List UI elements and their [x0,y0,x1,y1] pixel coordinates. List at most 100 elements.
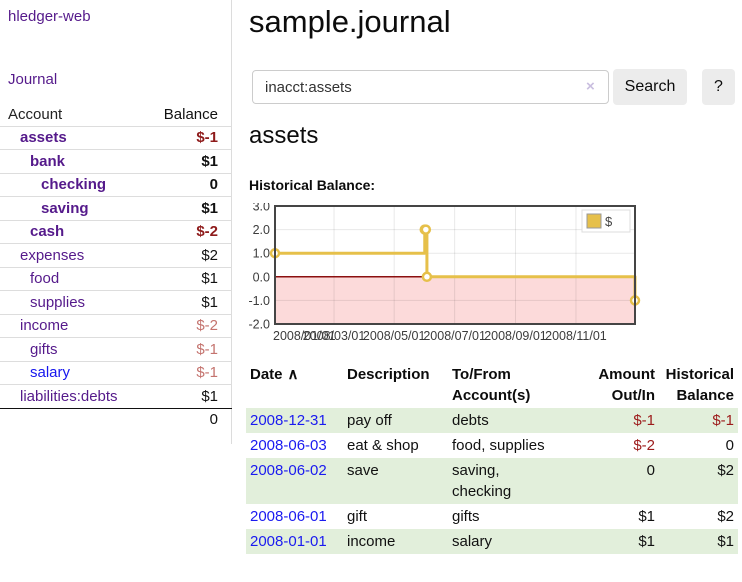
transaction-date-link[interactable]: 2008-12-31 [250,412,327,429]
register-table: Date ∧ Description To/From Account(s) Amo… [246,362,738,554]
account-balance: $2 [201,246,218,264]
transaction-accounts: saving, checking [452,462,512,500]
transaction-date-link[interactable]: 2008-06-01 [250,508,327,525]
account-link-checking[interactable]: checking [41,176,107,194]
transaction-row: 2008-06-01 gift gifts $1 $2 [246,504,738,529]
transaction-description: eat & shop [347,437,419,454]
svg-text:2008/07/01: 2008/07/01 [423,329,486,343]
transaction-description: income [347,533,396,550]
account-link-saving[interactable]: saving [41,199,89,217]
transaction-balance: $1 [717,533,734,550]
svg-text:2008/11/01: 2008/11/01 [545,329,607,343]
search-button[interactable]: Search [613,69,687,105]
transaction-row: 2008-12-31 pay off debts $-1 $-1 [246,408,738,433]
accounts-total-value: 0 [209,411,218,429]
account-balance: $1 [201,293,218,311]
register-header-row: Date ∧ Description To/From Account(s) Amo… [246,362,738,408]
account-link-gifts[interactable]: gifts [30,340,58,358]
sidebar: hledger-web Journal Account Balance asse… [0,0,232,444]
transaction-balance: $2 [717,508,734,525]
transaction-date-link[interactable]: 2008-06-02 [250,462,327,479]
transaction-amount: $1 [638,533,655,550]
account-balance: 0 [209,176,218,194]
svg-text:2008/01/01: 2008/01/01 [273,329,336,343]
account-balance: $-2 [196,317,218,335]
account-row-cash: cash $-2 [0,221,232,244]
account-link-salary[interactable]: salary [30,364,71,382]
account-link-assets[interactable]: assets [20,129,67,147]
transaction-balance: $-1 [712,412,734,429]
sort-ascending-icon: ∧ [287,366,299,383]
account-row-bank: bank $1 [0,150,232,174]
account-link-food[interactable]: food [30,270,60,288]
accounts-balance-table: Account Balance assets $-1 bank $1 checkin… [0,103,232,431]
transaction-amount: $1 [638,508,655,525]
svg-text:3.0: 3.0 [253,203,270,214]
account-balance: $1 [201,199,218,217]
transaction-description: gift [347,508,368,525]
search-form: × Search ? [252,69,736,105]
account-row-supplies: supplies $1 [0,291,232,315]
account-row-assets: assets $-1 [0,127,232,150]
transaction-accounts: salary [452,533,493,550]
transaction-date-link[interactable]: 2008-06-03 [250,437,327,454]
svg-text:0.0: 0.0 [253,270,270,284]
account-page-heading: assets [249,122,319,149]
account-balance: $1 [201,270,218,288]
accounts-total-row: 0 [0,407,232,432]
account-row-gifts: gifts $-1 [0,338,232,362]
transaction-amount: $-1 [633,412,655,429]
account-row-income: income $-2 [0,315,232,338]
svg-text:2008/09/01: 2008/09/01 [484,329,547,343]
sidebar-item-journal[interactable]: Journal [8,71,58,88]
account-balance: $-2 [196,223,218,241]
transaction-accounts: food, supplies [452,437,545,454]
account-balance: $1 [201,388,218,406]
svg-text:1.0: 1.0 [253,247,270,261]
account-link-cash[interactable]: cash [30,223,65,241]
chart-title: Historical Balance: [249,177,376,193]
account-link-expenses[interactable]: expenses [20,246,85,264]
description-column-header: Description [347,366,430,383]
svg-text:2008/05/01: 2008/05/01 [363,329,426,343]
transaction-balance: $2 [717,462,734,479]
transaction-description: pay off [347,412,392,429]
page-title: sample.journal [249,4,451,39]
help-button[interactable]: ? [702,69,735,105]
account-row-expenses: expenses $2 [0,244,232,268]
svg-text:-1.0: -1.0 [248,294,270,308]
legend-label: $ [605,214,613,229]
amount-column-header: Amount Out/In [598,366,655,404]
date-column-header[interactable]: Date ∧ [250,366,299,383]
app-brand-link[interactable]: hledger-web [8,8,91,25]
account-row-food: food $1 [0,268,232,291]
search-input[interactable] [252,70,609,104]
balance-column-header: Historical Balance [665,366,734,404]
account-link-bank[interactable]: bank [30,152,66,170]
transaction-balance: 0 [725,437,734,454]
account-link-income[interactable]: income [20,317,69,335]
transaction-description: save [347,462,379,479]
account-link-supplies[interactable]: supplies [30,293,86,311]
account-balance: $-1 [196,364,218,382]
account-row-liabilities-debts: liabilities:debts $1 [0,385,232,409]
accounts-table-header: Account Balance [0,103,232,127]
clear-search-icon[interactable]: × [586,78,595,95]
transaction-accounts: debts [452,412,489,429]
account-balance: $-1 [196,129,218,147]
transaction-accounts: gifts [452,508,480,525]
balance-column-header: Balance [163,105,218,123]
transaction-row: 2008-01-01 income salary $1 $1 [246,529,738,554]
accounts-column-header: To/From Account(s) [452,366,531,404]
transaction-date-link[interactable]: 2008-01-01 [250,533,327,550]
account-row-salary: salary $-1 [0,362,232,385]
svg-text:2008/03/01: 2008/03/01 [303,329,366,343]
account-row-checking: checking 0 [0,174,232,197]
svg-text:2.0: 2.0 [253,223,270,237]
transaction-row: 2008-06-03 eat & shop food, supplies $-2… [246,433,738,458]
account-balance: $-1 [196,340,218,358]
transaction-amount: 0 [646,462,655,479]
account-link-liabilities-debts[interactable]: liabilities:debts [20,388,118,406]
svg-text:-2.0: -2.0 [248,318,270,332]
historical-balance-chart: $3.0 2.0 1.0 0.0 -1.0 -2.0 2008/01/01 2008/03/0… [245,200,742,348]
